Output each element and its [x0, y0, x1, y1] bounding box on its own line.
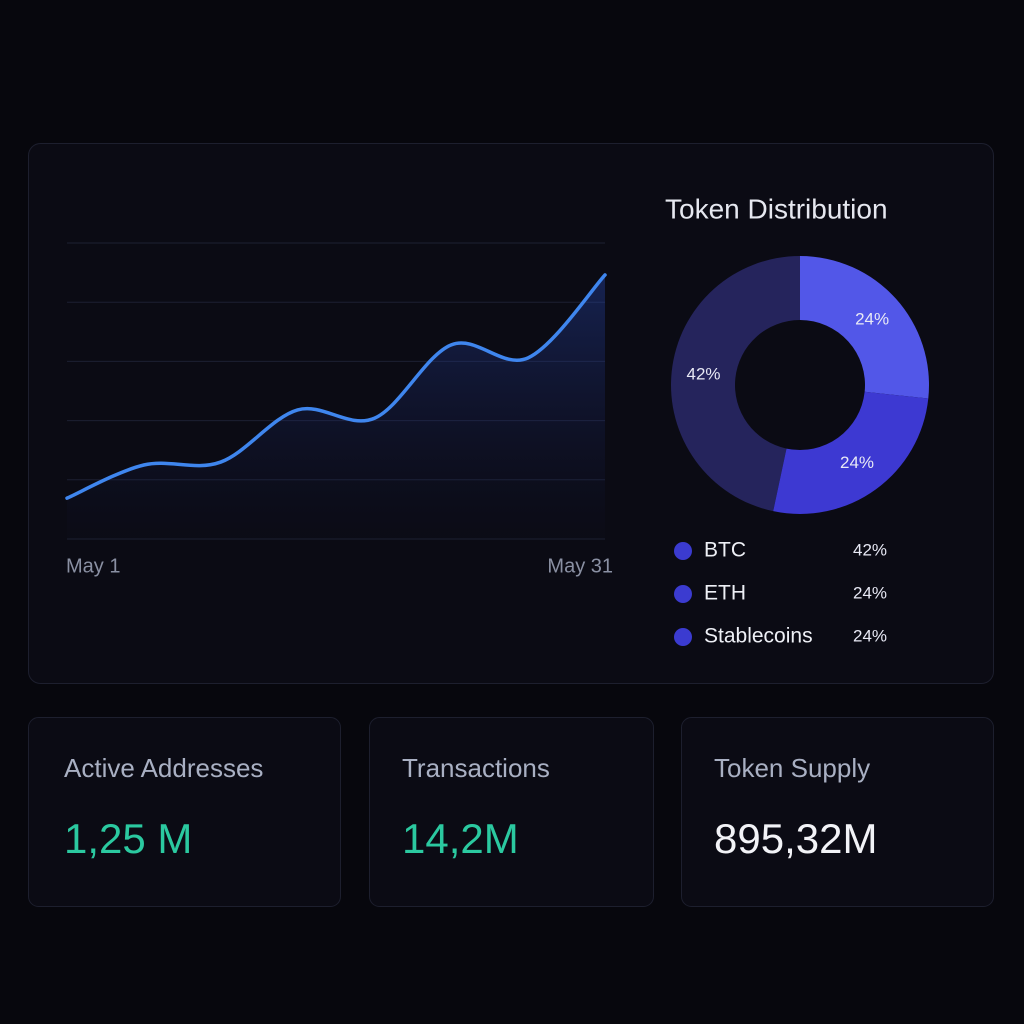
card-label: Token Supply — [714, 753, 870, 783]
legend-label: BTC — [704, 539, 746, 562]
card — [28, 717, 341, 907]
segment-label: 24% — [840, 453, 874, 472]
x-tick-label: May 31 — [547, 555, 613, 577]
legend-dot — [674, 542, 692, 560]
donut-segment — [671, 256, 800, 512]
card-value: 14,2M — [402, 815, 519, 862]
line — [65, 273, 607, 500]
line-area — [67, 274, 605, 539]
legend-value: 42% — [853, 540, 887, 559]
donut-segment — [773, 391, 929, 514]
x-tick-label: May 1 — [66, 555, 120, 577]
card-label: Transactions — [402, 753, 550, 783]
legend-value: 24% — [853, 626, 887, 645]
donut-segment — [800, 256, 930, 399]
legend-dot — [674, 585, 692, 603]
card-value: 895,32M — [714, 815, 877, 862]
segment-label: 24% — [855, 310, 889, 329]
legend-label: ETH — [704, 582, 746, 605]
card — [369, 717, 654, 907]
segment-label: 42% — [687, 364, 721, 383]
legend-label: Stablecoins — [704, 625, 813, 648]
card — [681, 717, 994, 907]
card-label: Active Addresses — [64, 753, 263, 783]
card-value: 1,25 M — [64, 815, 192, 862]
legend-dot — [674, 628, 692, 646]
legend-value: 24% — [853, 583, 887, 602]
pie-title: Token Distribution — [665, 193, 888, 224]
